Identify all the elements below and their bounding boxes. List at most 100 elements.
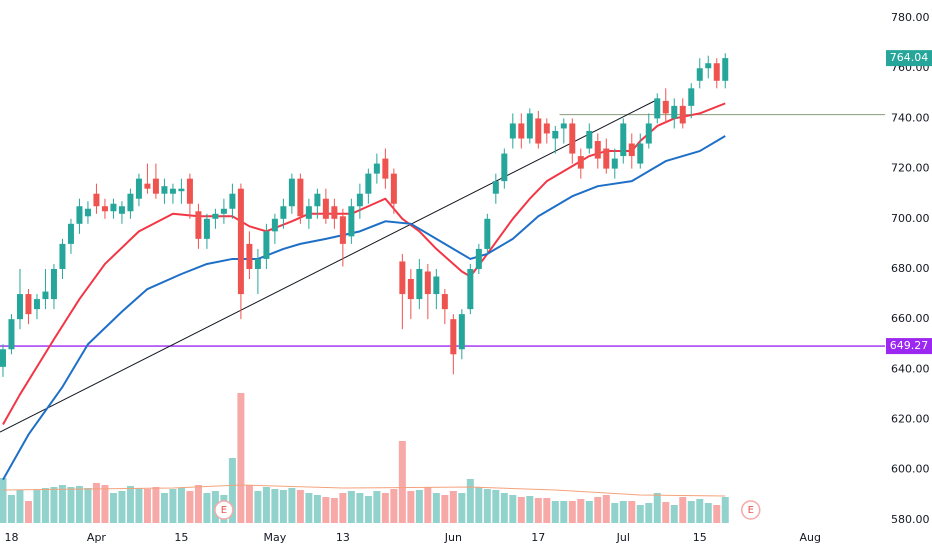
volume-bar [194, 485, 202, 523]
volume-bar [687, 501, 695, 523]
candle-body [586, 130, 593, 149]
volume-bar [84, 488, 92, 523]
candle-body [467, 268, 474, 310]
y-tick-label: 720.00 [891, 162, 930, 175]
volume-bar [305, 493, 313, 523]
volume-bar [101, 485, 109, 523]
y-tick-label: 600.00 [891, 463, 930, 476]
volume-bar [398, 441, 406, 523]
volume-bar [279, 490, 287, 523]
candle-body [569, 123, 576, 154]
volume-bar [500, 493, 508, 523]
volume-bar [262, 487, 270, 523]
candle-body [288, 178, 295, 207]
candle-body [16, 294, 23, 320]
moving-average [2, 102, 726, 426]
volume-bar [339, 493, 347, 523]
volume-bar [449, 491, 457, 523]
candle-body [475, 248, 482, 269]
event-label: E [221, 505, 227, 516]
candle-body [603, 148, 610, 169]
volume-bar [560, 501, 568, 523]
candle-body [93, 193, 100, 207]
volume-bar [713, 505, 721, 523]
candle-body [484, 218, 491, 249]
candle-body [127, 193, 134, 212]
volume-bar [594, 497, 602, 523]
candle-body [297, 178, 304, 217]
candle-body [399, 261, 406, 295]
candle-body [416, 268, 423, 300]
volume-bar [7, 495, 15, 523]
candle-body [526, 113, 533, 139]
candle-body [390, 173, 397, 204]
candle-body [356, 193, 363, 207]
candle-body [518, 123, 525, 139]
volume-bar [441, 495, 449, 523]
volume-bar [492, 490, 500, 523]
candle-body [144, 183, 151, 189]
candle-body [280, 206, 287, 219]
candle-body [195, 211, 202, 239]
candle-body [8, 319, 15, 350]
candle-body [0, 349, 6, 367]
candle-body [450, 319, 457, 355]
volume-bar [704, 503, 712, 523]
x-tick-label: Jun [444, 531, 462, 544]
candle-body [331, 206, 338, 219]
candle-body [263, 231, 270, 259]
candle-body [33, 299, 40, 310]
candle-body [501, 153, 508, 182]
event-label: E [748, 505, 754, 516]
volume-bar [203, 493, 211, 523]
volume-bar [653, 493, 661, 523]
y-tick-label: 620.00 [891, 413, 930, 426]
volume-bar [390, 489, 398, 523]
candle-body [186, 178, 193, 204]
volume-bar [58, 485, 66, 523]
volume-bar [577, 499, 585, 523]
volume-bar [126, 486, 134, 523]
candle-body [229, 193, 236, 209]
candle-body [178, 188, 185, 192]
candle-body [348, 206, 355, 237]
candle-body [101, 206, 108, 212]
x-tick-label: Aug [799, 531, 820, 544]
candle-body [42, 291, 49, 300]
volume-bar [152, 487, 160, 523]
volume-bar [16, 490, 24, 523]
volume-bar [568, 501, 576, 523]
candle-body [645, 123, 652, 144]
volume-bar [585, 501, 593, 523]
candle-body [314, 193, 321, 207]
volume-bar [509, 495, 517, 523]
volume-bar [645, 503, 653, 523]
volume-bar [24, 501, 32, 523]
candle-body [637, 143, 644, 164]
candle-body [76, 206, 83, 224]
volume-bar [177, 488, 185, 523]
volume-bar [611, 503, 619, 523]
volume-bar [381, 493, 389, 523]
candle-body [688, 88, 695, 106]
volume-bar [109, 493, 117, 523]
volume-bar [356, 493, 364, 523]
candle-body [373, 163, 380, 174]
moving-average [2, 135, 726, 481]
volume-bar [75, 486, 83, 523]
volume-bar [721, 497, 729, 523]
candle-body [365, 173, 372, 194]
x-tick-label: 15 [693, 531, 707, 544]
event-marker [214, 500, 234, 520]
candle-body [705, 63, 712, 69]
volume-bar [483, 489, 491, 523]
volume-bar [118, 491, 126, 523]
volume-bar [296, 490, 304, 523]
candle-body [722, 58, 729, 81]
candle-body [110, 203, 117, 212]
candle-body [59, 243, 66, 269]
volume-bar [432, 493, 440, 523]
volume-bar [254, 491, 262, 523]
volume-bar [92, 483, 100, 523]
candle-body [433, 276, 440, 295]
